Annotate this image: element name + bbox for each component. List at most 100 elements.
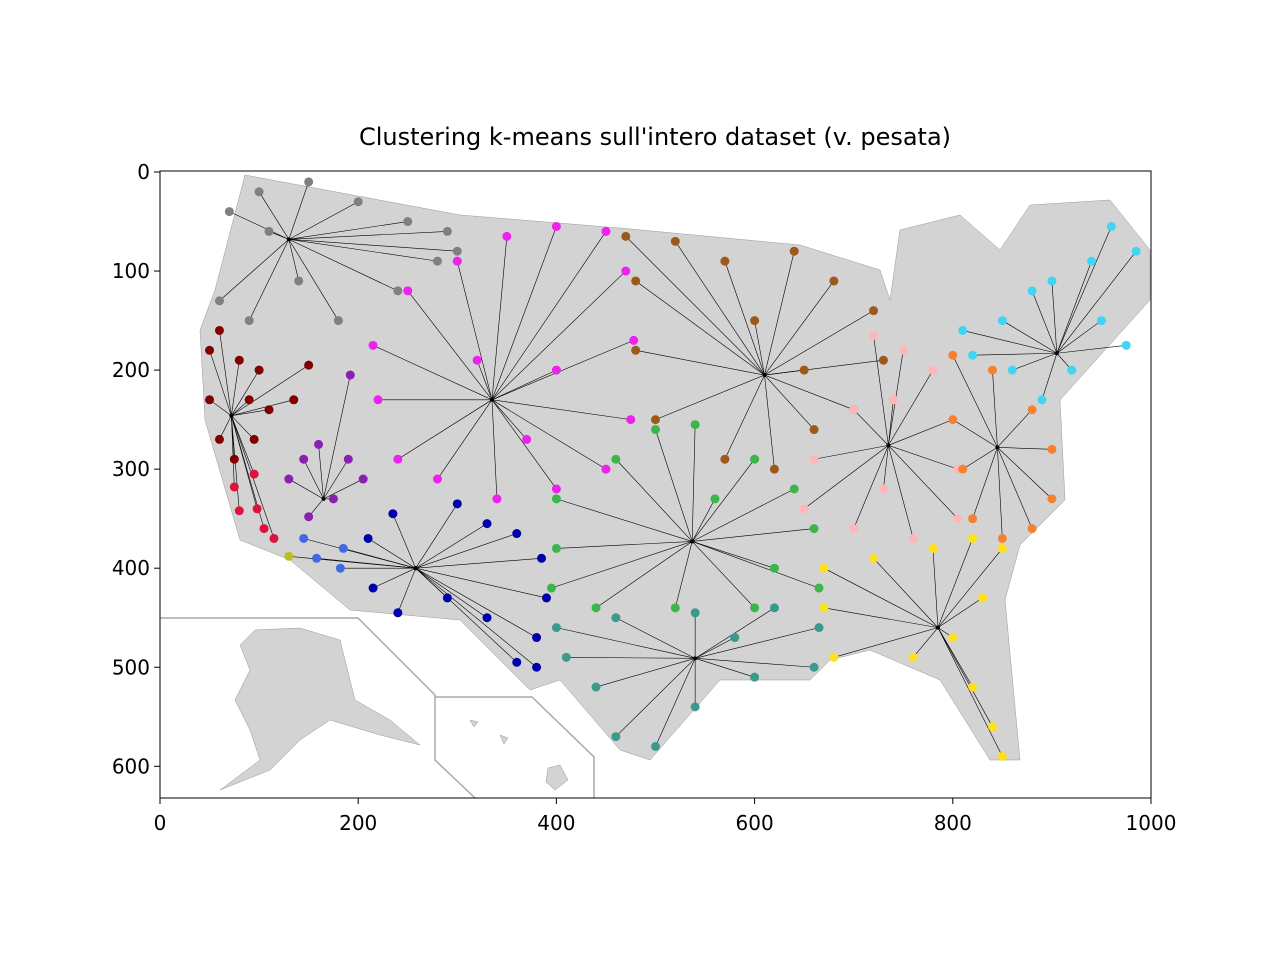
data-point (393, 608, 403, 618)
cluster-link (556, 541, 693, 549)
cluster-link (1056, 226, 1112, 354)
cluster-link (691, 424, 696, 542)
cluster-link (392, 513, 416, 569)
cluster-link (491, 236, 508, 400)
data-point (690, 608, 700, 618)
cluster-link (457, 261, 493, 400)
data-point (214, 434, 224, 444)
data-point (284, 474, 294, 484)
cluster-link (491, 231, 607, 400)
cluster-link (415, 567, 537, 638)
cluster-link (323, 374, 351, 499)
cluster-link (932, 548, 939, 628)
cluster-link (655, 658, 696, 747)
data-point (259, 524, 269, 534)
map-background (160, 174, 1151, 799)
centroid (693, 656, 698, 661)
data-point (512, 657, 522, 667)
data-point (492, 494, 502, 504)
data-point (631, 276, 641, 286)
cluster-link (476, 360, 493, 400)
x-tick-label: 600 (736, 811, 774, 835)
cluster-link (288, 239, 398, 292)
data-point (997, 751, 1007, 761)
cluster-link (229, 211, 289, 240)
data-point (304, 360, 314, 370)
cluster-link (303, 459, 324, 499)
data-point (432, 256, 442, 266)
data-point (997, 533, 1007, 543)
data-point (819, 563, 829, 573)
cluster-link (695, 658, 755, 678)
data-point (254, 187, 264, 197)
data-point (809, 425, 819, 435)
cluster-link (258, 191, 290, 240)
data-point (335, 563, 345, 573)
data-point (908, 652, 918, 662)
cluster-link (695, 658, 815, 668)
data-point (690, 420, 700, 430)
y-tick-label: 100 (112, 259, 150, 283)
data-point (928, 543, 938, 553)
data-point (626, 415, 636, 425)
cluster-link (655, 429, 693, 542)
data-point (968, 514, 978, 524)
data-point (591, 603, 601, 613)
cluster-link (1031, 290, 1058, 354)
cluster-link (883, 445, 889, 489)
data-point (690, 702, 700, 712)
cluster-link (997, 447, 1033, 529)
data-point (809, 662, 819, 672)
cluster-link (888, 399, 894, 446)
cluster-link (491, 399, 631, 420)
data-point (472, 355, 482, 365)
data-point (452, 246, 462, 256)
axes: 0 200 400 600 800 1000 0 100 200 300 400 500 600 (112, 160, 1177, 835)
cluster-link (1012, 352, 1057, 371)
cluster-link (675, 541, 693, 608)
cluster-link (997, 447, 1052, 450)
centroid (886, 443, 891, 448)
data-point (205, 395, 215, 405)
data-point (314, 439, 324, 449)
cluster-link (1056, 261, 1092, 354)
data-point (264, 405, 274, 415)
cluster-link (397, 399, 493, 460)
cluster-link (231, 415, 255, 475)
data-point (403, 286, 413, 296)
data-point (1047, 276, 1057, 286)
cluster-link (397, 568, 416, 613)
data-point (908, 533, 918, 543)
data-point (814, 623, 824, 633)
data-point (358, 474, 368, 484)
data-point (532, 662, 542, 672)
cluster-link (635, 280, 765, 376)
cluster-link (491, 399, 498, 499)
cluster-link (231, 415, 235, 487)
data-point (968, 533, 978, 543)
data-point (898, 345, 908, 355)
cluster-link (972, 352, 1057, 356)
cluster-link (491, 399, 557, 490)
data-point (299, 454, 309, 464)
cluster-link (695, 637, 735, 659)
data-point (551, 494, 561, 504)
cluster-link (764, 280, 835, 376)
data-point (720, 454, 730, 464)
cluster-link (288, 478, 324, 500)
cluster-link (615, 617, 696, 659)
cluster-link (937, 597, 983, 628)
data-point (403, 217, 413, 227)
cluster-link (415, 523, 488, 569)
data-point (393, 286, 403, 296)
cluster-link (437, 399, 493, 480)
cluster-link (615, 459, 693, 542)
chart-title: Clustering k-means sull'intero dataset (… (359, 123, 951, 151)
data-point (512, 529, 522, 539)
data-point (720, 256, 730, 266)
cluster-link (962, 447, 998, 470)
centroid (762, 373, 767, 378)
y-tick-label: 300 (112, 457, 150, 481)
cluster-link (997, 447, 1003, 539)
data-point (1027, 405, 1037, 415)
